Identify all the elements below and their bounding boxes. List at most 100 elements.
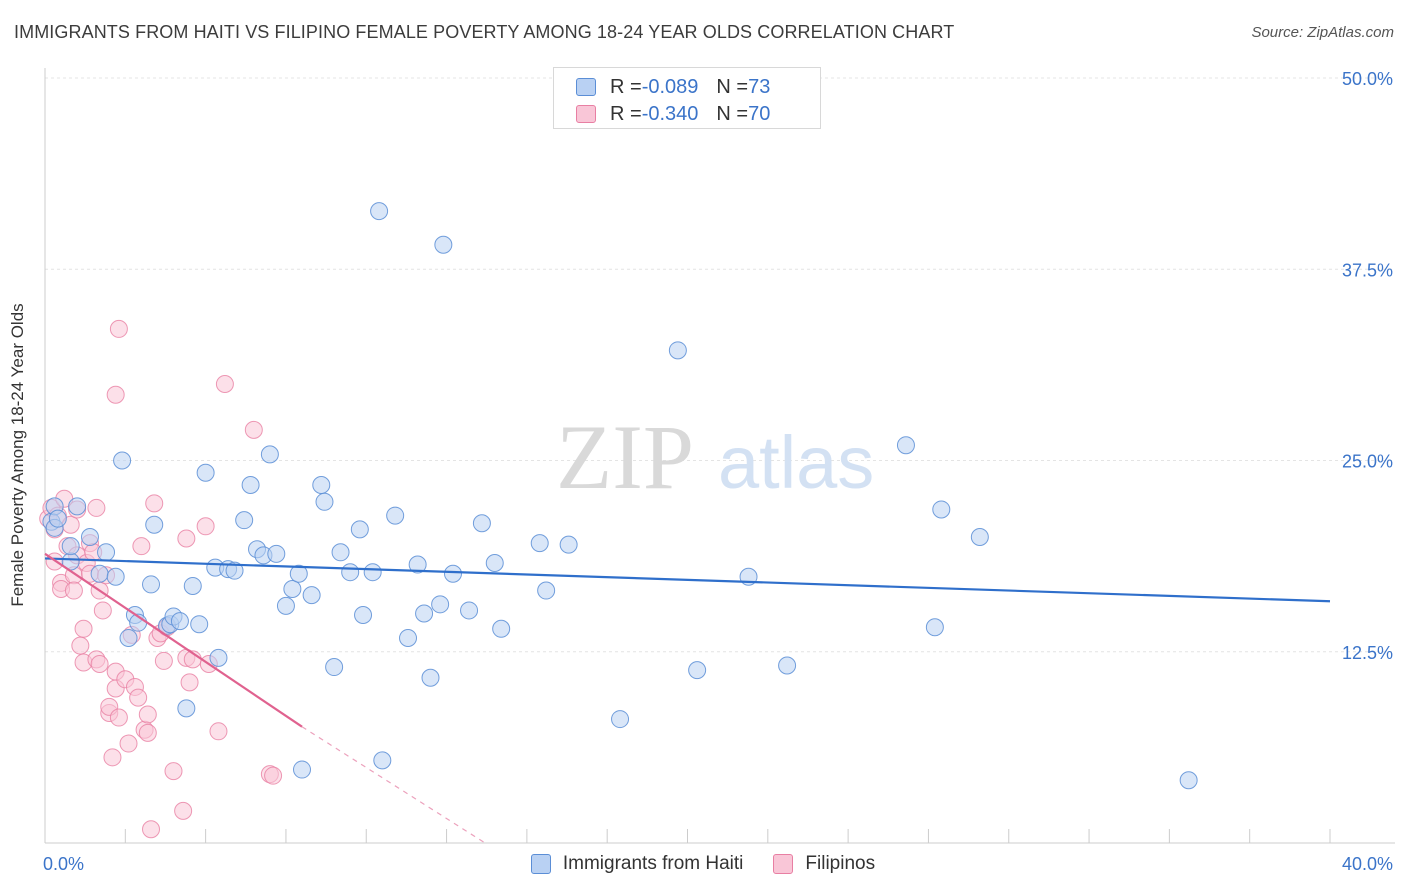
haiti-r-label: R = — [610, 75, 642, 98]
haiti-point — [331, 543, 350, 562]
haiti-point — [315, 492, 334, 511]
haiti-points — [42, 202, 1198, 790]
haiti-point — [688, 661, 707, 680]
filipino-point — [109, 708, 128, 727]
filipino-point — [196, 517, 215, 536]
filipino-trend-extension — [301, 726, 486, 844]
haiti-point — [415, 604, 434, 623]
haiti-point — [611, 710, 630, 729]
haiti-point — [97, 543, 116, 562]
haiti-point — [434, 235, 453, 254]
haiti-trend-line — [44, 557, 1331, 603]
watermark-zip: ZIP — [556, 406, 694, 508]
y-tick-label: 12.5% — [1342, 643, 1393, 663]
haiti-point — [399, 628, 418, 647]
haiti-point — [350, 520, 369, 539]
haiti-point — [106, 567, 125, 586]
haiti-point — [537, 581, 556, 600]
legend-label-filipinos: Filipinos — [805, 853, 876, 874]
haiti-point — [485, 554, 504, 573]
filipino-point — [71, 636, 90, 655]
haiti-point — [925, 618, 944, 637]
haiti-point — [408, 555, 427, 574]
haiti-point — [302, 586, 321, 605]
haiti-point — [373, 751, 392, 770]
y-tick-label: 25.0% — [1342, 452, 1393, 472]
filipino-n-label: N = — [716, 102, 749, 125]
haiti-point — [267, 544, 286, 563]
haiti-point — [443, 564, 462, 583]
y-tick-label: 50.0% — [1342, 69, 1393, 89]
watermark: ZIP atlas — [556, 406, 874, 508]
haiti-point — [260, 445, 279, 464]
haiti-point — [530, 534, 549, 553]
y-tick-label: 37.5% — [1342, 260, 1393, 280]
haiti-point — [119, 628, 138, 647]
haiti-point — [113, 451, 132, 470]
haiti-point — [932, 500, 951, 519]
haiti-point — [142, 575, 161, 594]
filipino-point — [244, 420, 263, 439]
series-legend: Immigrants from Haiti Filipinos — [0, 852, 1406, 876]
haiti-point — [896, 436, 915, 455]
y-axis-label: Female Poverty Among 18-24 Year Olds — [8, 303, 27, 607]
filipino-point — [74, 619, 93, 638]
legend-item-haiti[interactable]: Immigrants from Haiti — [530, 852, 744, 876]
stats-legend-filipino: R = -0.340 N = 70 — [576, 102, 770, 126]
chart-title: IMMIGRANTS FROM HAITI VS FILIPINO FEMALE… — [14, 22, 955, 42]
haiti-point — [559, 535, 578, 554]
filipino-r-label: R = — [610, 102, 642, 125]
legend-item-filipinos[interactable]: Filipinos — [773, 852, 875, 876]
haiti-point — [460, 601, 479, 620]
stats-legend: R = -0.089 N = 73 R = -0.340 N = 70 — [553, 67, 821, 129]
x-tick-label-max: 40.0% — [1342, 854, 1393, 874]
haiti-point — [170, 612, 189, 631]
filipino-point — [87, 498, 106, 517]
filipino-point — [106, 385, 125, 404]
filipino-point — [119, 734, 138, 753]
filipino-point — [177, 529, 196, 548]
filipino-point — [164, 762, 183, 781]
haiti-point — [778, 656, 797, 675]
haiti-n-value: 73 — [748, 75, 771, 98]
filipino-r-value: -0.340 — [641, 102, 699, 125]
filipino-point — [103, 748, 122, 767]
haiti-point — [48, 509, 67, 528]
filipino-trend-line — [44, 552, 303, 728]
filipino-point — [64, 581, 83, 600]
haiti-point — [970, 528, 989, 546]
filipino-swatch — [576, 105, 596, 123]
haiti-point — [363, 563, 382, 582]
filipino-point — [180, 673, 199, 692]
haiti-point — [289, 564, 308, 583]
haiti-point — [293, 760, 311, 779]
haiti-point — [668, 341, 687, 360]
haiti-point — [190, 615, 209, 634]
haiti-point — [421, 668, 440, 687]
filipino-points — [39, 319, 283, 839]
haiti-n-label: N = — [716, 75, 749, 98]
filipino-point — [264, 766, 283, 785]
filipino-point — [174, 801, 193, 820]
tick-labels: 12.5% 25.0% 37.5% 50.0% 0.0% 40.0% — [43, 69, 1393, 874]
haiti-point — [209, 648, 228, 667]
filipino-n-value: 70 — [748, 102, 771, 125]
haiti-point — [386, 506, 405, 525]
haiti-point — [472, 514, 491, 533]
haiti-point — [354, 606, 373, 625]
legend-swatch-filipinos — [773, 854, 794, 874]
x-tick-label-min: 0.0% — [43, 854, 84, 874]
haiti-point — [80, 528, 99, 546]
filipino-point — [90, 654, 109, 673]
haiti-point — [225, 561, 244, 580]
axes — [44, 68, 1395, 844]
filipino-point — [129, 688, 148, 707]
watermark-atlas: atlas — [718, 421, 874, 504]
haiti-point — [325, 658, 344, 677]
haiti-point — [196, 463, 215, 482]
legend-label-haiti: Immigrants from Haiti — [562, 853, 744, 874]
filipino-point — [154, 651, 173, 670]
haiti-point — [235, 511, 254, 530]
haiti-point — [283, 580, 302, 599]
